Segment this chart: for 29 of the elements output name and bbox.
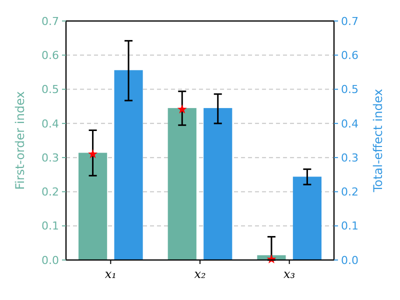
y2-tick-label: 0.0 <box>341 254 358 267</box>
y2-tick-label: 0.4 <box>341 117 358 130</box>
y2-tick-label: 0.5 <box>341 83 358 96</box>
bar <box>204 108 232 260</box>
y2-tick-label: 0.6 <box>341 48 358 62</box>
bar <box>292 176 322 260</box>
y-tick-label: 0.5 <box>42 83 59 96</box>
x-tick-label: x₂ <box>194 267 206 281</box>
point <box>88 149 98 158</box>
y-tick-label: 0.2 <box>42 186 59 199</box>
y-tick-label: 0.7 <box>42 14 59 28</box>
point <box>177 104 187 114</box>
y-tick-label: 0.1 <box>42 220 59 233</box>
y2-tick-label: 0.2 <box>341 186 358 199</box>
y2-axis-title: Total-effect index <box>371 88 385 194</box>
x-tick-label: x₃ <box>284 267 296 281</box>
y2-tick-label: 0.7 <box>341 14 358 28</box>
bar <box>78 152 108 260</box>
x-tick-label: x₁ <box>104 267 116 281</box>
y-tick-label: 0.6 <box>42 48 59 62</box>
y2-tick-label: 0.1 <box>341 220 358 233</box>
bar <box>168 108 196 260</box>
y-tick-label: 0.4 <box>42 117 59 130</box>
point <box>266 254 276 264</box>
y-tick-label: 0.3 <box>42 151 59 164</box>
y-axis-title: First-order index <box>13 91 27 190</box>
bar <box>114 70 143 260</box>
y2-tick-label: 0.3 <box>341 151 358 164</box>
y-tick-label: 0.0 <box>42 254 59 267</box>
